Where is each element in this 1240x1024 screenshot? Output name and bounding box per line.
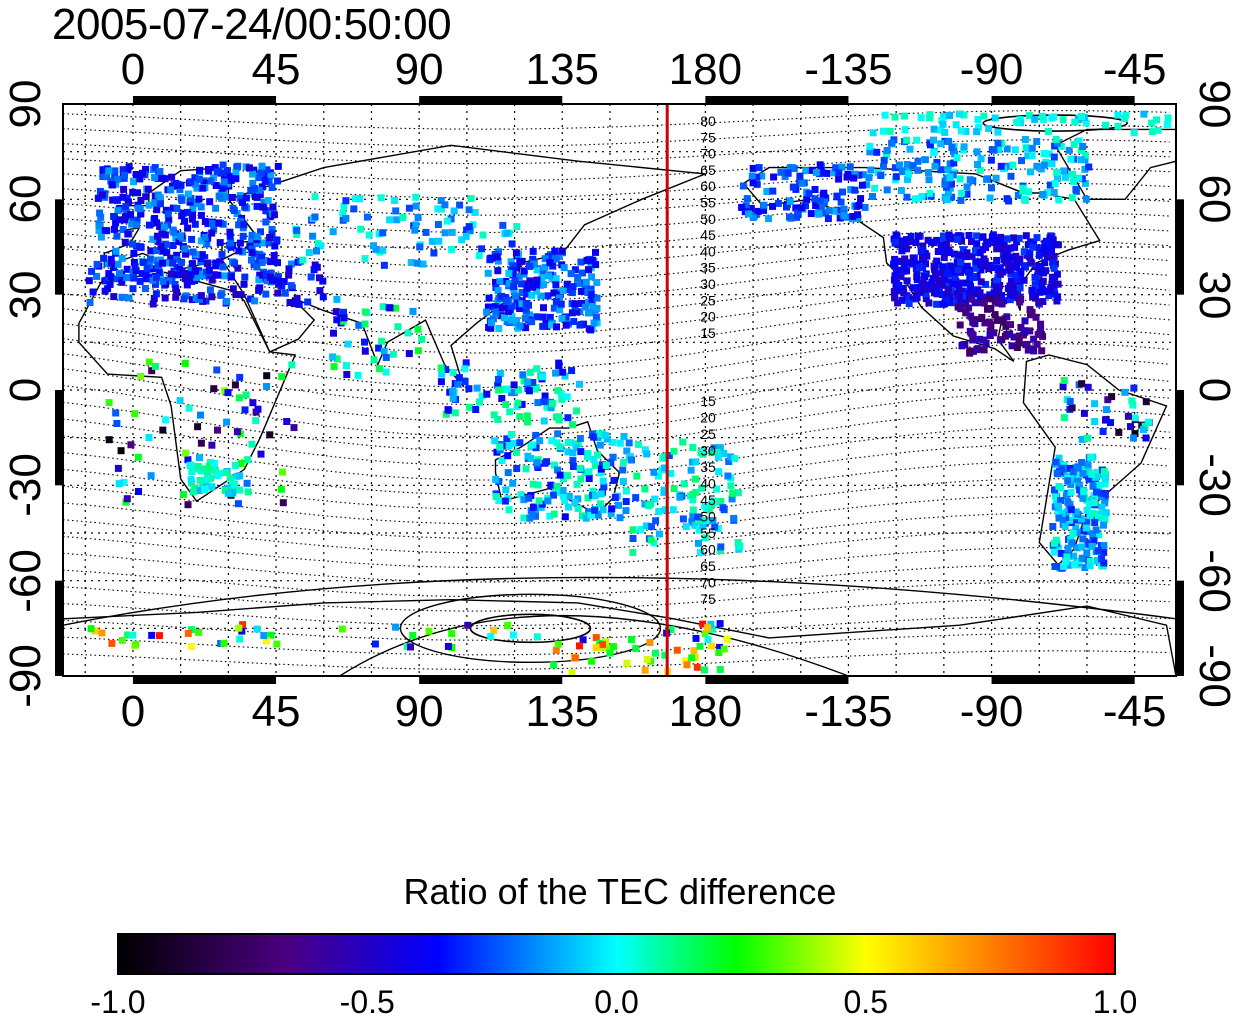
contour-label-north: 80 xyxy=(700,113,716,129)
contour-label-south: 50 xyxy=(700,509,716,525)
contour-label-south: 40 xyxy=(700,476,716,492)
contour-label-south: 25 xyxy=(700,426,716,442)
contour-label-south: 20 xyxy=(700,410,716,426)
tec-region-8 xyxy=(186,454,252,497)
colorbar-tick-label: 1.0 xyxy=(1092,984,1138,1020)
contour-label-north: 60 xyxy=(700,178,716,194)
x-tick-bottom: 180 xyxy=(668,687,743,736)
contour-label-north: 15 xyxy=(700,325,716,341)
tec-region-12 xyxy=(954,295,1047,357)
tec-region-4 xyxy=(437,359,583,429)
x-tick-top: -45 xyxy=(1102,45,1167,94)
colorbar-tick-label: 0.0 xyxy=(594,984,639,1020)
tec-region-2 xyxy=(292,193,521,269)
contour-label-north: 30 xyxy=(700,276,716,292)
contour-label-south: 60 xyxy=(700,542,716,558)
tec-data-cells xyxy=(85,110,1176,676)
colorbar-tick-label: -1.0 xyxy=(90,984,146,1020)
tec-region-10 xyxy=(865,136,1093,205)
x-tick-top: -135 xyxy=(804,45,893,94)
y-tick-left: 60 xyxy=(1,174,50,224)
colorbar-title: Ratio of the TEC difference xyxy=(403,871,837,912)
contour-label-north: 70 xyxy=(700,146,716,162)
tec-region-18 xyxy=(869,110,1176,137)
contour-label-north: 65 xyxy=(700,162,716,178)
y-tick-right: -60 xyxy=(1190,548,1239,613)
y-tick-right: 30 xyxy=(1190,270,1239,320)
plot-title: 2005-07-24/00:50:00 xyxy=(52,0,452,49)
colorbar xyxy=(117,933,1116,975)
tec-region-6 xyxy=(626,438,744,556)
y-tick-right: 60 xyxy=(1190,174,1239,224)
x-tick-bottom: 0 xyxy=(120,687,146,736)
map-grid xyxy=(63,103,1176,677)
y-tick-left: -90 xyxy=(1,644,50,708)
y-tick-left: 30 xyxy=(1,270,50,320)
x-tick-top: -90 xyxy=(959,45,1024,94)
contour-label-south: 15 xyxy=(700,393,716,409)
contour-label-south: 70 xyxy=(700,575,716,591)
contour-label-south: 65 xyxy=(700,558,716,574)
coastline-0 xyxy=(78,271,297,503)
map-frame xyxy=(55,96,1184,684)
y-tick-left: 90 xyxy=(1,79,50,129)
x-tick-top: 0 xyxy=(120,45,146,94)
x-tick-bottom: -90 xyxy=(959,687,1024,736)
colorbar-tick-label: 0.5 xyxy=(843,984,888,1020)
tec-region-14 xyxy=(1049,453,1110,572)
contour-label-south: 75 xyxy=(700,591,716,607)
y-tick-right: -90 xyxy=(1190,644,1239,708)
tec-region-11 xyxy=(890,231,1062,308)
contour-label-north: 55 xyxy=(700,195,716,211)
y-tick-right: 90 xyxy=(1190,79,1239,129)
tec-region-13 xyxy=(1059,377,1153,443)
contour-labels: 8075706560555045403530252015152025303540… xyxy=(700,113,716,607)
contour-label-north: 25 xyxy=(700,292,716,308)
tec-region-3 xyxy=(483,247,601,334)
x-tick-top: 90 xyxy=(394,45,444,94)
y-tick-left: -60 xyxy=(1,548,50,613)
contour-label-north: 50 xyxy=(700,211,716,227)
contour-label-north: 35 xyxy=(700,260,716,276)
contour-label-south: 55 xyxy=(700,525,716,541)
contour-label-north: 75 xyxy=(700,129,716,145)
tec-region-9 xyxy=(738,161,871,223)
x-tick-bottom: -45 xyxy=(1102,687,1167,736)
y-tick-right: -30 xyxy=(1190,453,1239,518)
x-tick-top: 135 xyxy=(525,45,599,94)
coastline-7 xyxy=(63,598,1176,676)
x-tick-top: 180 xyxy=(668,45,743,94)
tec-region-0 xyxy=(94,161,282,286)
tec-region-16 xyxy=(550,638,728,676)
tec-region-17 xyxy=(329,295,426,379)
x-tick-top: 45 xyxy=(251,45,301,94)
x-tick-bottom: 135 xyxy=(525,687,599,736)
tec-region-1 xyxy=(85,256,327,308)
colorbar-tick-label: -0.5 xyxy=(339,984,395,1020)
x-tick-bottom: 90 xyxy=(394,687,444,736)
contour-label-north: 40 xyxy=(700,243,716,259)
contour-label-south: 35 xyxy=(700,459,716,475)
x-tick-bottom: 45 xyxy=(251,687,301,736)
y-tick-right: 0 xyxy=(1190,377,1239,403)
x-tick-bottom: -135 xyxy=(804,687,893,736)
contour-label-south: 45 xyxy=(700,492,716,508)
tec-region-5 xyxy=(491,430,633,522)
y-tick-left: -30 xyxy=(1,453,50,518)
contour-label-north: 20 xyxy=(700,309,716,325)
contour-label-south: 30 xyxy=(700,443,716,459)
y-tick-left: 0 xyxy=(1,377,50,403)
contour-label-north: 45 xyxy=(700,227,716,243)
